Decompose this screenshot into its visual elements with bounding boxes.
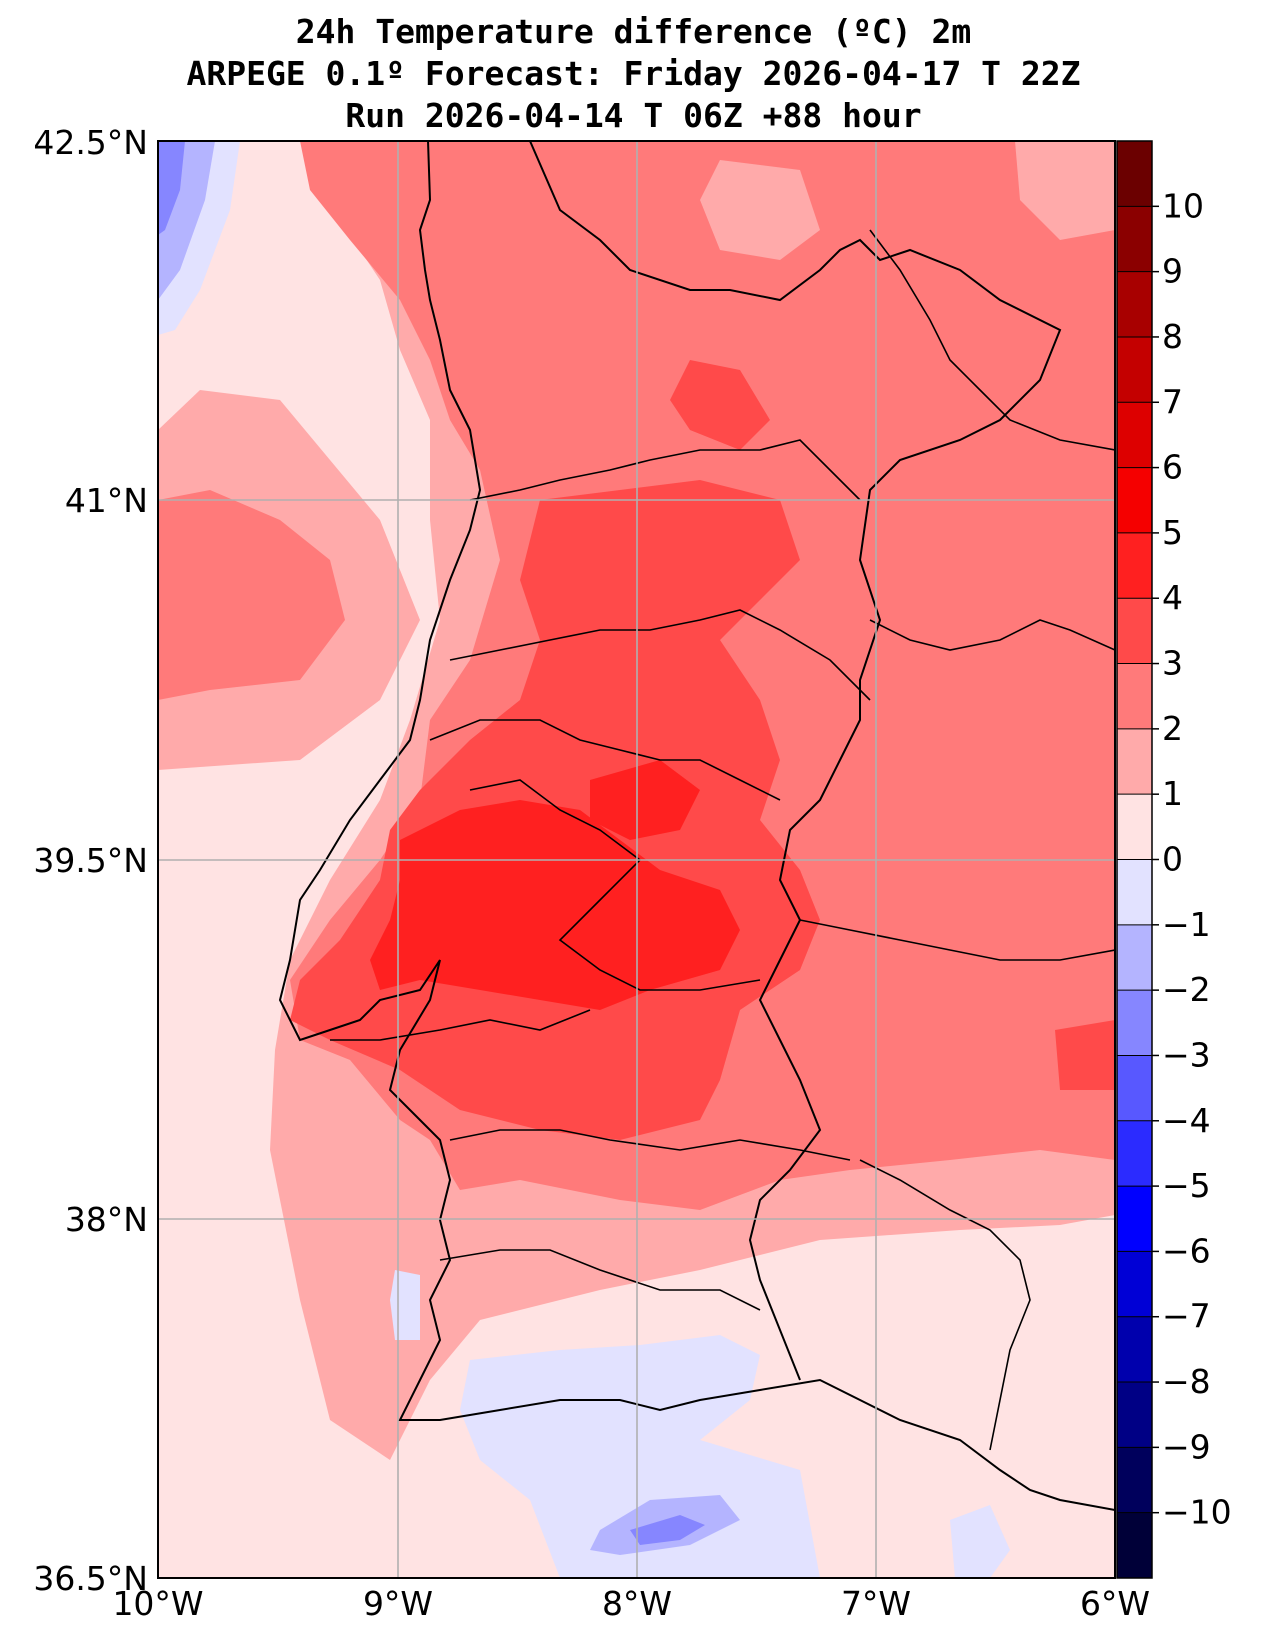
colorbar-segment [1117,1120,1152,1187]
lat-labels: 42.5°N 41°N 39.5°N 38°N 36.5°N [33,123,148,1598]
border-region-5 [330,1009,591,1041]
map-title-line-2: ARPEGE 0.1º Forecast: Friday 2026-04-17 … [186,54,1081,93]
colorbar-tick-label: −3 [1162,1035,1211,1074]
field-band-4-5 [370,800,740,1010]
colorbar-tick-label: 5 [1162,513,1183,552]
colorbar-segment [1117,467,1152,534]
colorbar-segment [1117,141,1152,207]
field-band-2-3-sea [158,490,345,700]
colorbar-tick-label: −9 [1162,1427,1211,1466]
field-band-3-4-patch-east [1055,1020,1115,1090]
colorbar-tick-label: 6 [1162,448,1183,487]
colorbar-tick-label: −10 [1162,1493,1232,1532]
colorbar-tick-label: 0 [1162,840,1183,879]
coastline [278,141,1115,1511]
colorbar-segment [1117,990,1152,1056]
border-portugal-spain [529,141,1062,1381]
border-region-4 [469,779,761,991]
colorbar-tick-label: 7 [1162,382,1183,421]
map-title-line-1: 24h Temperature difference (ºC) 2m [295,12,972,51]
colorbar-segment [1117,532,1152,599]
colorbar-tick-label: 4 [1162,578,1183,617]
lat-label: 36.5°N [33,1559,148,1598]
map-frame [157,140,1116,1579]
colorbar-segment [1117,206,1152,273]
border-region-9 [869,619,1115,651]
lat-label: 42.5°N [33,123,148,162]
field-band-minus1-0-sw [390,1270,420,1340]
colorbar-segment [1117,402,1152,469]
colorbar-segment [1117,1251,1152,1318]
border-region-3 [429,719,781,801]
colorbar-segment [1117,1512,1152,1579]
lon-label: 8°W [602,1584,672,1623]
colorbar-tick-label: 3 [1162,644,1183,683]
colorbar-segment [1117,1447,1152,1514]
field-band-3-4-patch-north [670,360,770,450]
colorbar-segment [1117,271,1152,338]
colorbar-segment [1117,859,1152,926]
border-region-2 [449,609,871,701]
colorbar-tick-label: −4 [1162,1101,1211,1140]
border-region-1 [469,439,861,501]
field-band-1-2-patch-north [700,160,820,260]
colorbar-tick-label: 2 [1162,709,1183,748]
field-band-4-5-patch [590,760,700,840]
colorbar-segment [1117,1055,1152,1122]
colorbar-segment [1117,794,1152,860]
map-gridlines [158,141,1115,1578]
colorbar-segment [1117,1316,1152,1383]
colorbar-segment [1117,663,1152,730]
field-band-1-2-patch-east [1015,141,1115,240]
colorbar-segment [1117,728,1152,795]
colorbar-tick-label: −7 [1162,1297,1211,1336]
lon-label: 6°W [1080,1584,1150,1623]
colorbar-tick-label: 9 [1162,252,1183,291]
lat-label: 39.5°N [33,841,148,880]
lon-label: 10°W [112,1584,203,1623]
colorbar-segment [1117,924,1152,991]
border-region-10 [799,919,1115,961]
field-band-minus3-minus2 [158,141,185,235]
lon-label: 7°W [841,1584,911,1623]
colorbar-segment [1117,336,1152,403]
colorbar-tick-label: −5 [1162,1166,1211,1205]
border-region-11 [859,1159,1031,1451]
colorbar-tick-label: −1 [1162,905,1211,944]
field-band-minus1-0-se [950,1505,1010,1578]
lat-label: 38°N [65,1200,148,1239]
lon-label: 9°W [363,1584,433,1623]
colorbar-tick-label: −6 [1162,1231,1211,1270]
border-region-8 [869,229,1115,451]
colorbar-tick-label: 1 [1162,774,1183,813]
colorbar-tick-label: 8 [1162,317,1183,356]
border-region-6 [449,1129,851,1161]
colorbar-segment [1117,1382,1152,1448]
border-region-7 [439,1249,761,1311]
lat-label: 41°N [65,481,148,520]
colorbar-tick-label: −8 [1162,1362,1211,1401]
lon-labels: 10°W 9°W 8°W 7°W 6°W [112,1584,1150,1623]
colorbar-tick-label: 10 [1162,186,1204,225]
colorbar-segment [1117,1186,1152,1252]
colorbar-segment [1117,598,1152,665]
map-title-line-3: Run 2026-04-14 T 06Z +88 hour [345,96,922,135]
colorbar-tick-label: −2 [1162,970,1211,1009]
map-area [158,141,1115,1578]
field-band-minus3-minus2-south [630,1515,705,1545]
